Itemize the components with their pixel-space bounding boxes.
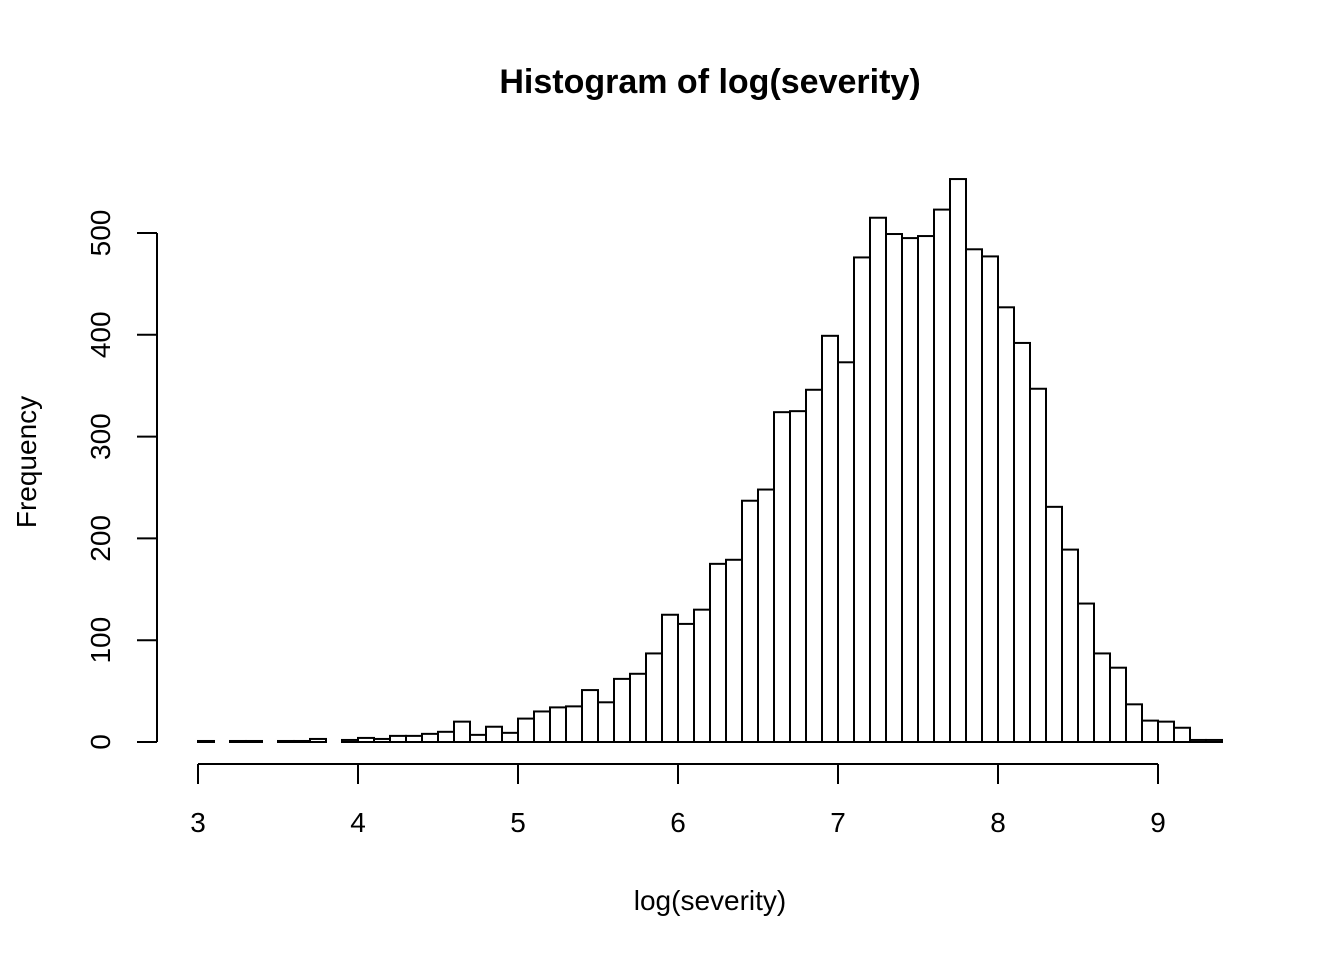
y-tick-label: 400 xyxy=(85,311,116,358)
histogram-bar xyxy=(949,178,967,744)
histogram-bar xyxy=(917,235,935,744)
histogram-bar xyxy=(1125,703,1143,744)
histogram-bar xyxy=(821,334,839,743)
histogram-bar xyxy=(725,558,743,744)
x-tick-label: 7 xyxy=(830,807,846,838)
histogram-bar xyxy=(741,499,759,744)
histogram-bar xyxy=(437,730,455,744)
histogram-bar xyxy=(645,652,663,743)
histogram-bar xyxy=(453,720,471,744)
histogram-bar xyxy=(501,731,519,744)
histogram-bar xyxy=(805,388,823,743)
histogram-bar xyxy=(1157,720,1175,744)
histogram-bar xyxy=(709,562,727,743)
histogram-bar xyxy=(853,256,871,743)
histogram-bar xyxy=(597,701,615,743)
histogram-bar xyxy=(549,706,567,744)
histogram-bar xyxy=(1173,726,1191,743)
histogram-bar xyxy=(1029,387,1047,743)
histogram-bar xyxy=(837,361,855,743)
y-tick-label: 500 xyxy=(85,210,116,257)
histogram-bar xyxy=(197,739,215,743)
histogram-bar xyxy=(981,255,999,743)
histogram-bar xyxy=(517,717,535,744)
x-tick-label: 9 xyxy=(1150,807,1166,838)
y-tick-label: 100 xyxy=(85,617,116,664)
histogram-bar xyxy=(421,732,439,743)
chart-title: Histogram of log(severity) xyxy=(499,63,920,101)
y-axis: 0 100 200 300 400 500 xyxy=(85,210,158,750)
x-tick-label: 3 xyxy=(190,807,206,838)
histogram-bar xyxy=(245,739,263,743)
histogram-bar xyxy=(485,725,503,743)
histogram-bar xyxy=(1077,602,1095,743)
histogram-bar xyxy=(405,734,423,744)
histogram-bar xyxy=(1205,738,1223,744)
histogram-bar xyxy=(357,736,375,743)
x-tick-label: 4 xyxy=(350,807,366,838)
histogram-bar xyxy=(757,488,775,744)
histogram-bar xyxy=(773,411,791,743)
x-tick-label: 5 xyxy=(510,807,526,838)
bars-group xyxy=(197,178,1223,744)
histogram-bar xyxy=(581,689,599,744)
x-tick-label: 6 xyxy=(670,807,686,838)
histogram-bar xyxy=(1093,652,1111,743)
histogram-bar xyxy=(901,237,919,743)
histogram-bar xyxy=(1013,341,1031,743)
histogram-bar xyxy=(677,622,695,743)
y-tick-label: 300 xyxy=(85,413,116,460)
histogram-bar xyxy=(965,248,983,743)
histogram-bar xyxy=(629,672,647,743)
histogram-bar xyxy=(469,733,487,743)
histogram-bar xyxy=(1189,738,1207,744)
x-axis-label: log(severity) xyxy=(634,885,786,916)
y-axis-label: Frequency xyxy=(11,396,42,528)
histogram-bar xyxy=(885,233,903,744)
histogram-bar xyxy=(373,737,391,744)
histogram-bar xyxy=(309,737,327,744)
histogram-bar xyxy=(693,608,711,743)
histogram-bar xyxy=(1061,548,1079,743)
x-tick-label: 8 xyxy=(990,807,1006,838)
histogram-bar xyxy=(869,216,887,744)
histogram-bar xyxy=(933,208,951,743)
histogram-bar xyxy=(661,613,679,743)
histogram-bar xyxy=(1109,666,1127,743)
histogram-bar xyxy=(229,739,247,743)
histogram-bar xyxy=(293,739,311,743)
histogram-bar xyxy=(1045,505,1063,743)
histogram-bar xyxy=(341,738,359,744)
histogram-bar xyxy=(277,739,295,743)
x-axis: 3 4 5 6 7 8 9 xyxy=(190,763,1166,838)
y-tick-label: 200 xyxy=(85,515,116,562)
histogram-bar xyxy=(789,410,807,743)
histogram-bar xyxy=(389,734,407,744)
histogram-bar xyxy=(997,306,1015,743)
y-tick-label: 0 xyxy=(85,734,116,750)
histogram-bar xyxy=(613,677,631,744)
histogram-bar xyxy=(533,710,551,744)
histogram-bar xyxy=(1141,719,1159,743)
histogram-bar xyxy=(565,705,583,743)
